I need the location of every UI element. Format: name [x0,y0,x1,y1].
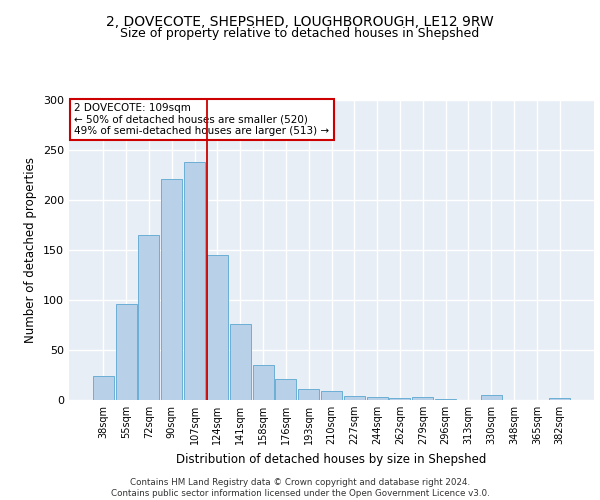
Bar [412,397,433,400]
Bar [389,398,410,400]
Text: 2 DOVECOTE: 109sqm
← 50% of detached houses are smaller (520)
49% of semi-detach: 2 DOVECOTE: 109sqm ← 50% of detached hou… [74,103,329,136]
Bar [230,324,251,400]
Bar [184,162,205,400]
Bar [549,398,570,400]
Bar [116,304,137,400]
Bar [298,389,319,400]
Bar [161,179,182,400]
Text: Size of property relative to detached houses in Shepshed: Size of property relative to detached ho… [121,28,479,40]
Y-axis label: Number of detached properties: Number of detached properties [25,157,37,343]
Bar [481,395,502,400]
Text: Contains HM Land Registry data © Crown copyright and database right 2024.
Contai: Contains HM Land Registry data © Crown c… [110,478,490,498]
Bar [253,365,274,400]
Bar [367,397,388,400]
Bar [207,255,228,400]
Bar [321,391,342,400]
Bar [435,399,456,400]
Bar [344,396,365,400]
X-axis label: Distribution of detached houses by size in Shepshed: Distribution of detached houses by size … [176,452,487,466]
Bar [139,235,160,400]
Text: 2, DOVECOTE, SHEPSHED, LOUGHBOROUGH, LE12 9RW: 2, DOVECOTE, SHEPSHED, LOUGHBOROUGH, LE1… [106,15,494,29]
Bar [93,376,114,400]
Bar [275,379,296,400]
